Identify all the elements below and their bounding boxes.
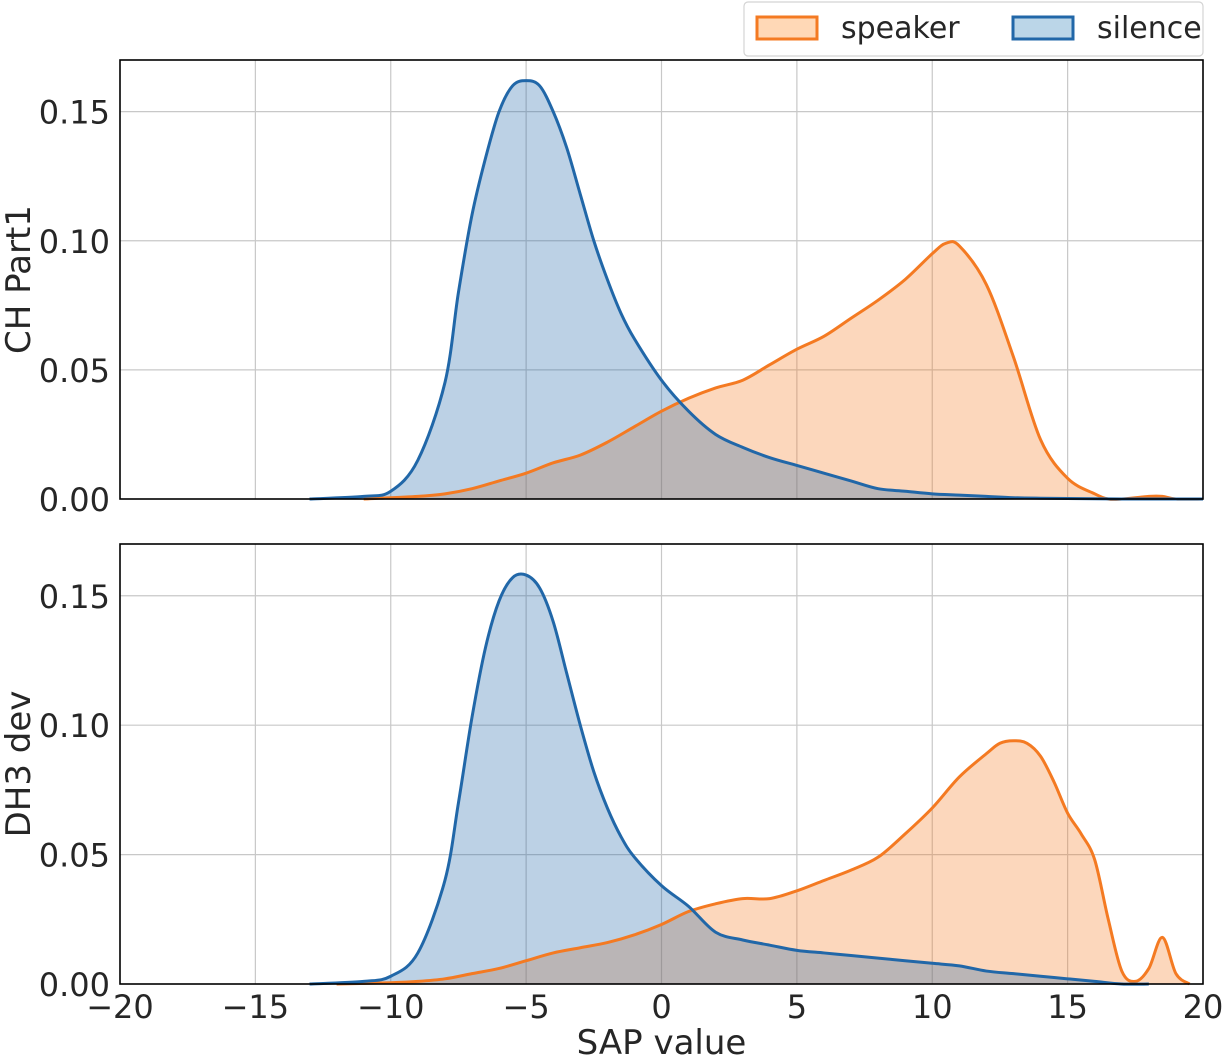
- x-tick-label: −5: [503, 988, 550, 1026]
- y-tick-label: 0.15: [39, 94, 110, 132]
- panel-dh3-dev: 0.00 0.05 0.10 0.15 DH3 dev: [0, 543, 1204, 1004]
- y-tick-label: 0.05: [39, 352, 110, 390]
- line-silence: [309, 79, 1203, 501]
- y-tick-label: 0.10: [39, 707, 110, 745]
- area-silence: [309, 573, 1149, 985]
- y-tick-label: 0.00: [39, 966, 110, 1004]
- y-tick-label: 0.10: [39, 223, 110, 261]
- line-speaker: [363, 240, 1204, 501]
- panel-ch-part1: 0.00 0.05 0.10 0.15 CH Part1: [0, 59, 1204, 519]
- plot-frame: [119, 59, 1204, 500]
- legend-label-silence: silence: [1097, 11, 1202, 46]
- x-tick-label: 5: [787, 988, 807, 1026]
- y-axis-label: DH3 dev: [0, 691, 39, 838]
- y-axis-label: CH Part1: [0, 205, 39, 354]
- legend-frame: [743, 1, 1204, 57]
- x-tick-label: −15: [222, 988, 290, 1026]
- x-tick-label: 20: [1183, 988, 1224, 1026]
- y-tick-label: 0.15: [39, 578, 110, 616]
- x-tick-label: −10: [357, 988, 425, 1026]
- x-tick-label: 15: [1047, 988, 1088, 1026]
- y-tick-label: 0.00: [39, 481, 110, 519]
- legend-label-speaker: speaker: [841, 11, 960, 46]
- line-speaker: [336, 739, 1191, 986]
- x-axis-label: SAP value: [577, 1023, 747, 1058]
- area-silence: [309, 80, 1203, 500]
- area-speaker: [363, 241, 1203, 500]
- x-axis: −20 −15 −10 −5 0 5 10 15 20 SAP value: [86, 988, 1223, 1058]
- legend-swatch-silence: [1011, 15, 1075, 41]
- x-tick-label: −20: [86, 988, 154, 1026]
- plot-frame: [119, 543, 1204, 985]
- x-tick-label: 0: [651, 988, 671, 1026]
- line-silence: [309, 572, 1149, 986]
- area-speaker: [336, 740, 1190, 984]
- x-tick-label: 10: [912, 988, 953, 1026]
- legend-swatch-speaker: [755, 15, 819, 41]
- legend: speaker silence: [743, 1, 1204, 57]
- y-tick-label: 0.05: [39, 837, 110, 875]
